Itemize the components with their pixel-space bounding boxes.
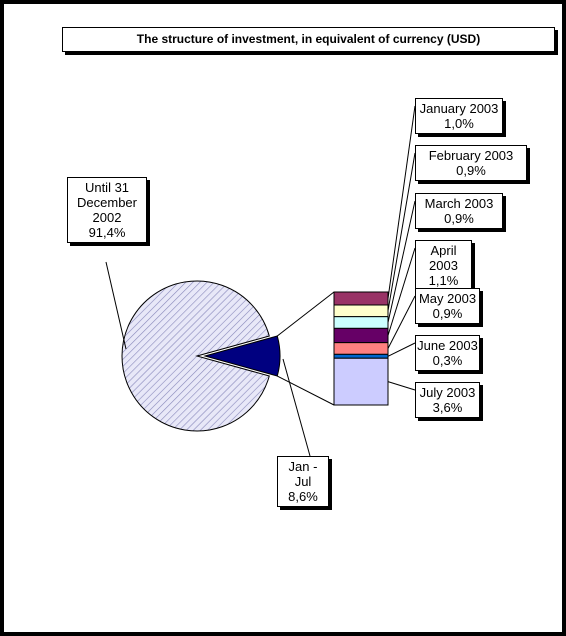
label-text: January 2003	[419, 101, 499, 116]
connector	[277, 375, 335, 406]
bar-segment	[333, 342, 389, 355]
label-text: 3,6%	[432, 400, 463, 415]
bar-segment	[333, 291, 389, 306]
data-label: February 2003 0,9%	[415, 145, 527, 181]
bar-segment	[333, 304, 389, 318]
label-text: 91,4%	[88, 225, 126, 240]
data-label: Jan - Jul 8,6%	[277, 456, 329, 507]
leader-line	[387, 381, 416, 391]
data-label: March 2003 0,9%	[415, 193, 503, 229]
label-text: 0,9%	[444, 211, 474, 226]
leader-line	[387, 247, 416, 336]
pie-slice	[203, 335, 281, 377]
chart-title: The structure of investment, in equivale…	[62, 27, 555, 52]
label-text: 1,1%	[428, 273, 459, 288]
label-text: 0,3%	[432, 353, 463, 368]
bar-segment	[333, 316, 389, 329]
bar-segment	[333, 327, 389, 344]
leader-line	[387, 342, 416, 357]
data-label: May 2003 0,9%	[415, 288, 480, 324]
label-text: February 2003	[428, 148, 514, 163]
label-text: July 2003	[419, 385, 476, 400]
data-label: January 2003 1,0%	[415, 98, 503, 134]
label-text: March 2003	[424, 196, 494, 211]
data-label: April 2003 1,1%	[415, 240, 472, 291]
leader-line	[387, 105, 416, 299]
label-text: 8,6%	[288, 489, 318, 504]
bar-segment	[333, 353, 389, 359]
data-label: July 2003 3,6%	[415, 382, 480, 418]
leader-line	[387, 295, 416, 349]
connector	[276, 291, 335, 337]
label-text: 0,9%	[456, 163, 486, 178]
data-label: Until 31 December 2002 91,4%	[67, 177, 147, 243]
leader-line	[282, 358, 311, 457]
plot	[105, 105, 416, 457]
bar-segment	[333, 357, 389, 406]
label-text: June 2003	[417, 338, 478, 353]
leader-line	[387, 200, 416, 323]
label-text: Until 31 December 2002	[77, 180, 137, 225]
leader-line	[387, 152, 416, 311]
label-text: 1,0%	[444, 116, 474, 131]
label-text: 0,9%	[432, 306, 463, 321]
label-text: April 2003	[429, 243, 458, 273]
data-label: June 2003 0,3%	[415, 335, 480, 371]
pie-slice	[121, 280, 270, 432]
leader-line	[105, 261, 127, 350]
label-text: May 2003	[418, 291, 477, 306]
label-text: Jan - Jul	[288, 459, 318, 489]
